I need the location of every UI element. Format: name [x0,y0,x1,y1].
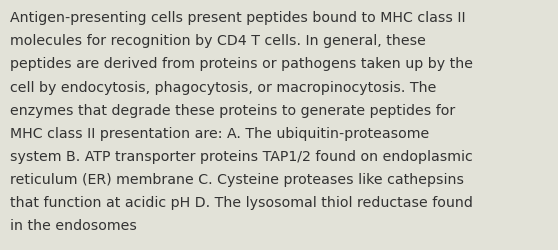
Text: molecules for recognition by CD4 T cells. In general, these: molecules for recognition by CD4 T cells… [10,34,426,48]
Text: system B. ATP transporter proteins TAP1/2 found on endoplasmic: system B. ATP transporter proteins TAP1/… [10,149,473,163]
Text: Antigen-presenting cells present peptides bound to MHC class II: Antigen-presenting cells present peptide… [10,11,466,25]
Text: MHC class II presentation are: A. The ubiquitin-proteasome: MHC class II presentation are: A. The ub… [10,126,429,140]
Text: enzymes that degrade these proteins to generate peptides for: enzymes that degrade these proteins to g… [10,103,455,117]
Text: cell by endocytosis, phagocytosis, or macropinocytosis. The: cell by endocytosis, phagocytosis, or ma… [10,80,436,94]
Text: that function at acidic pH D. The lysosomal thiol reductase found: that function at acidic pH D. The lysoso… [10,195,473,209]
Text: in the endosomes: in the endosomes [10,218,137,232]
Text: reticulum (ER) membrane C. Cysteine proteases like cathepsins: reticulum (ER) membrane C. Cysteine prot… [10,172,464,186]
Text: peptides are derived from proteins or pathogens taken up by the: peptides are derived from proteins or pa… [10,57,473,71]
